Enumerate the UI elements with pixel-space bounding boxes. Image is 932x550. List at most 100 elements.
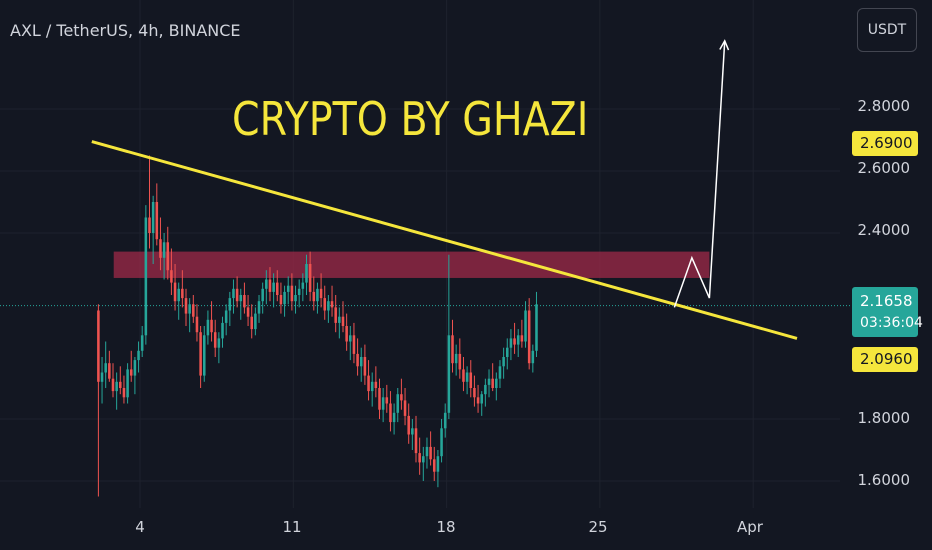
- candle-body: [527, 310, 531, 364]
- candle-body: [367, 375, 370, 392]
- candle: [480, 391, 483, 416]
- candle: [148, 155, 151, 249]
- candle: [462, 357, 465, 392]
- candle-body: [465, 372, 469, 382]
- candle: [221, 316, 224, 348]
- candle: [155, 183, 159, 246]
- candle: [505, 338, 509, 370]
- candle: [254, 307, 257, 336]
- candle-body: [297, 288, 301, 295]
- candle-body: [403, 400, 407, 416]
- candle-body: [330, 301, 334, 308]
- candle-body: [173, 282, 177, 302]
- candle-body: [239, 295, 243, 302]
- candle: [447, 254, 451, 419]
- candle: [359, 347, 363, 382]
- candle-body: [126, 369, 129, 398]
- candle-body: [327, 301, 330, 311]
- candle: [527, 298, 531, 370]
- candle-body: [202, 335, 206, 376]
- candle-body: [228, 298, 232, 311]
- candle-body: [217, 338, 221, 348]
- candle: [115, 372, 118, 410]
- candle: [181, 270, 184, 308]
- candle-body: [100, 372, 104, 382]
- candle: [286, 276, 290, 305]
- candle-body: [374, 381, 378, 388]
- candle-body: [535, 304, 538, 351]
- candle-body: [385, 397, 389, 404]
- candle-body: [115, 381, 118, 392]
- price-label-upper: 2.6900: [852, 131, 918, 156]
- candle-body: [305, 264, 308, 283]
- candle: [224, 304, 228, 336]
- candle: [294, 285, 297, 314]
- candle-body: [232, 288, 235, 299]
- candle: [283, 285, 286, 317]
- candle-body: [261, 288, 264, 302]
- candle-body: [181, 288, 184, 299]
- candle-body: [286, 285, 290, 292]
- date-tick-18: 18: [436, 518, 456, 536]
- bar-countdown: 03:36:04: [860, 315, 923, 331]
- candle: [363, 344, 367, 385]
- candle: [440, 419, 443, 463]
- candle: [524, 301, 527, 348]
- candle: [334, 295, 337, 333]
- candle: [520, 319, 524, 348]
- candle-body: [531, 350, 535, 364]
- candle: [246, 295, 250, 326]
- candle: [498, 360, 502, 388]
- candle-body: [505, 347, 509, 357]
- projection-arrow[interactable]: [673, 39, 730, 308]
- candle-body: [250, 316, 253, 330]
- price-tick-2-4000: 2.4000: [857, 221, 911, 239]
- candle: [137, 341, 140, 373]
- candle: [140, 326, 144, 357]
- candle: [458, 338, 462, 379]
- candle-body: [224, 310, 228, 323]
- candle: [451, 319, 454, 373]
- candle: [319, 273, 323, 308]
- candle: [199, 326, 202, 388]
- price-tick-1-6000: 1.6000: [857, 471, 911, 489]
- candle: [436, 450, 440, 488]
- candle-body: [502, 357, 505, 367]
- candle: [425, 437, 429, 469]
- candle-body: [352, 335, 356, 354]
- candle: [177, 282, 180, 320]
- candle: [487, 369, 491, 398]
- candle: [535, 291, 538, 357]
- chart-grid: [0, 0, 840, 508]
- price-tick-1-8000: 1.8000: [857, 409, 911, 427]
- candle-body: [418, 453, 421, 463]
- candle: [367, 360, 370, 401]
- candle: [327, 295, 330, 323]
- candle-body: [341, 316, 345, 326]
- candle-body: [513, 338, 516, 345]
- currency-button[interactable]: USDT: [857, 8, 917, 52]
- candle-body: [370, 381, 374, 392]
- candle: [188, 298, 191, 333]
- candle: [235, 276, 239, 308]
- trendline[interactable]: [91, 140, 798, 340]
- candle: [414, 415, 418, 463]
- candlestick-series: [97, 155, 538, 497]
- candle-body: [509, 338, 513, 348]
- candle-body: [195, 316, 199, 333]
- candle: [104, 341, 107, 388]
- candle: [108, 350, 111, 382]
- candle: [202, 326, 206, 382]
- candle: [275, 270, 279, 302]
- symbol-title: AXL / TetherUS, 4h, BINANCE: [10, 21, 241, 40]
- candle-body: [319, 288, 323, 299]
- candle: [484, 378, 487, 407]
- candle: [531, 344, 535, 373]
- resistance-zone: [113, 251, 710, 278]
- candle-body: [462, 369, 465, 382]
- candle: [250, 304, 253, 339]
- projection-arrowhead: [719, 39, 730, 51]
- candle: [268, 267, 272, 302]
- candle: [133, 357, 137, 395]
